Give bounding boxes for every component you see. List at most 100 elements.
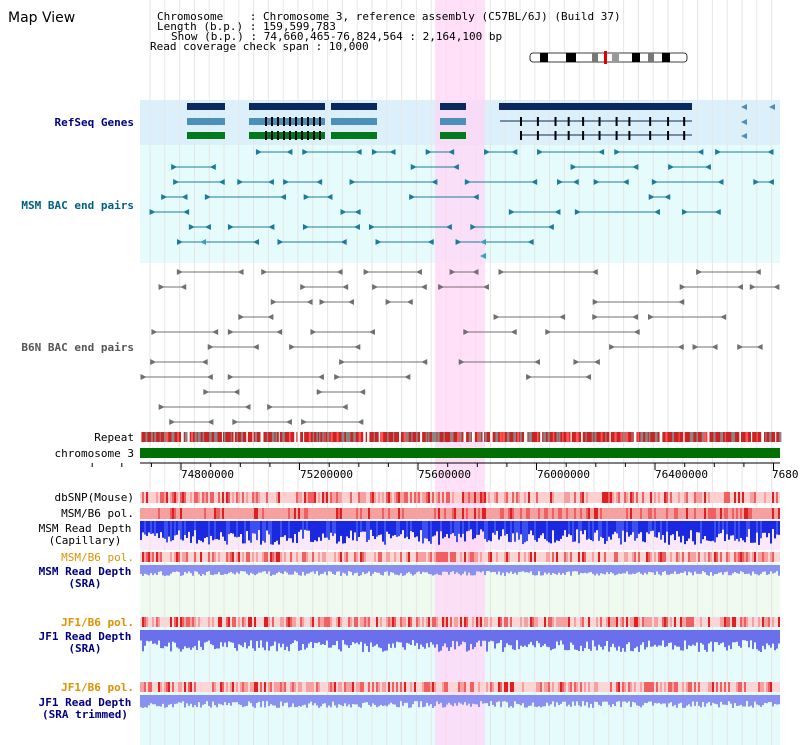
depth-bar bbox=[620, 630, 622, 652]
depth-bar bbox=[600, 630, 602, 647]
depth-bar bbox=[742, 630, 744, 641]
depth-bar bbox=[664, 695, 666, 704]
depth-bar bbox=[730, 630, 732, 650]
depth-bar bbox=[696, 630, 698, 643]
depth-bar bbox=[352, 630, 354, 642]
depth-bar bbox=[172, 565, 174, 572]
depth-bar bbox=[446, 521, 448, 535]
gene-exon bbox=[536, 131, 539, 140]
msm-bac-end-pairs[interactable] bbox=[149, 149, 774, 259]
heat-cell bbox=[422, 617, 424, 627]
heat-cell bbox=[708, 617, 710, 627]
depth-bar bbox=[248, 521, 250, 541]
heat-cell bbox=[552, 617, 554, 627]
depth-bar bbox=[618, 521, 620, 539]
b6n-bac-pair-end bbox=[463, 329, 470, 335]
depth-bar bbox=[328, 695, 330, 706]
depth-bar bbox=[252, 630, 254, 649]
depth-bar bbox=[288, 630, 290, 652]
b6n-bac-pair-end bbox=[158, 404, 165, 410]
read-depth-tracks[interactable] bbox=[140, 521, 780, 708]
depth-bar bbox=[768, 695, 770, 702]
depth-bar bbox=[368, 565, 370, 572]
repeat-element bbox=[614, 432, 617, 442]
msm-bac-pair-end bbox=[368, 224, 375, 230]
depth-bar bbox=[544, 695, 546, 707]
repeat-element bbox=[163, 432, 167, 442]
depth-bar bbox=[686, 521, 688, 542]
depth-bar bbox=[174, 521, 176, 536]
msm-bac-pair-end bbox=[697, 149, 704, 155]
chromosome-ideogram[interactable] bbox=[529, 51, 688, 64]
label-msm-bac[interactable]: MSM BAC end pairs bbox=[21, 199, 134, 212]
heat-cell bbox=[226, 552, 228, 562]
heat-cell bbox=[710, 682, 712, 692]
label-refseq-genes[interactable]: RefSeq Genes bbox=[54, 116, 134, 129]
repeat-element bbox=[191, 432, 193, 442]
repeat-element bbox=[558, 432, 561, 442]
depth-bar bbox=[350, 565, 352, 572]
depth-bar bbox=[682, 630, 684, 651]
depth-bar bbox=[614, 630, 616, 648]
heat-cell bbox=[306, 682, 308, 692]
depth-bar bbox=[612, 630, 614, 644]
repeat-element bbox=[665, 432, 668, 442]
depth-bar bbox=[320, 630, 322, 645]
depth-bar bbox=[572, 565, 574, 572]
chromosome-bar[interactable] bbox=[140, 448, 780, 458]
heat-cell bbox=[274, 508, 276, 519]
depth-bar bbox=[308, 695, 310, 704]
label-b6n-bac[interactable]: B6N BAC end pairs bbox=[21, 341, 134, 354]
heat-cell bbox=[694, 508, 696, 519]
heat-cell bbox=[734, 617, 736, 627]
polymorphism-tracks[interactable] bbox=[140, 492, 780, 692]
depth-bar bbox=[222, 565, 224, 575]
depth-bar bbox=[502, 521, 504, 530]
depth-bar bbox=[610, 521, 612, 540]
heat-cell bbox=[716, 552, 718, 562]
heat-cell bbox=[190, 682, 192, 692]
heat-cell bbox=[488, 492, 490, 503]
msm-bac-pair-end bbox=[681, 209, 688, 215]
heat-cell bbox=[434, 682, 436, 692]
depth-bar bbox=[544, 521, 546, 540]
depth-bar bbox=[670, 565, 672, 574]
heat-cell bbox=[590, 508, 592, 519]
msm-bac-pair-end bbox=[651, 179, 658, 185]
heat-cell bbox=[536, 492, 538, 503]
b6n-bac-end-pairs[interactable] bbox=[140, 269, 780, 425]
depth-bar bbox=[542, 695, 544, 707]
heat-cell bbox=[544, 682, 546, 692]
depth-bar bbox=[246, 630, 248, 649]
heat-cell bbox=[738, 492, 740, 503]
heat-cell bbox=[358, 682, 360, 692]
repeat-element bbox=[184, 432, 188, 442]
refseq-genes[interactable] bbox=[187, 103, 775, 140]
heat-cell bbox=[150, 682, 152, 692]
depth-bar bbox=[476, 695, 478, 705]
depth-bar bbox=[328, 630, 330, 648]
heat-cell bbox=[470, 492, 472, 503]
depth-bar bbox=[316, 630, 318, 644]
msm-bac-pair-end bbox=[349, 179, 356, 185]
depth-bar bbox=[552, 695, 554, 702]
b6n-bac-pair-end bbox=[244, 404, 251, 410]
repeat-track[interactable] bbox=[140, 432, 782, 442]
heat-cell bbox=[664, 552, 666, 562]
b6n-bac-pair-end bbox=[679, 284, 686, 290]
depth-bar bbox=[776, 565, 778, 572]
heat-cell bbox=[692, 617, 694, 627]
depth-bar bbox=[380, 521, 382, 535]
repeat-element bbox=[765, 432, 767, 442]
heat-cell bbox=[400, 552, 402, 562]
depth-bar bbox=[606, 630, 608, 641]
heat-cell bbox=[226, 682, 228, 692]
heat-cell bbox=[556, 508, 558, 519]
depth-bar bbox=[222, 630, 224, 647]
depth-bar bbox=[580, 695, 582, 707]
repeat-element bbox=[530, 432, 532, 442]
heat-cell bbox=[454, 508, 456, 519]
heat-cell bbox=[624, 552, 626, 562]
depth-bar bbox=[694, 695, 696, 706]
